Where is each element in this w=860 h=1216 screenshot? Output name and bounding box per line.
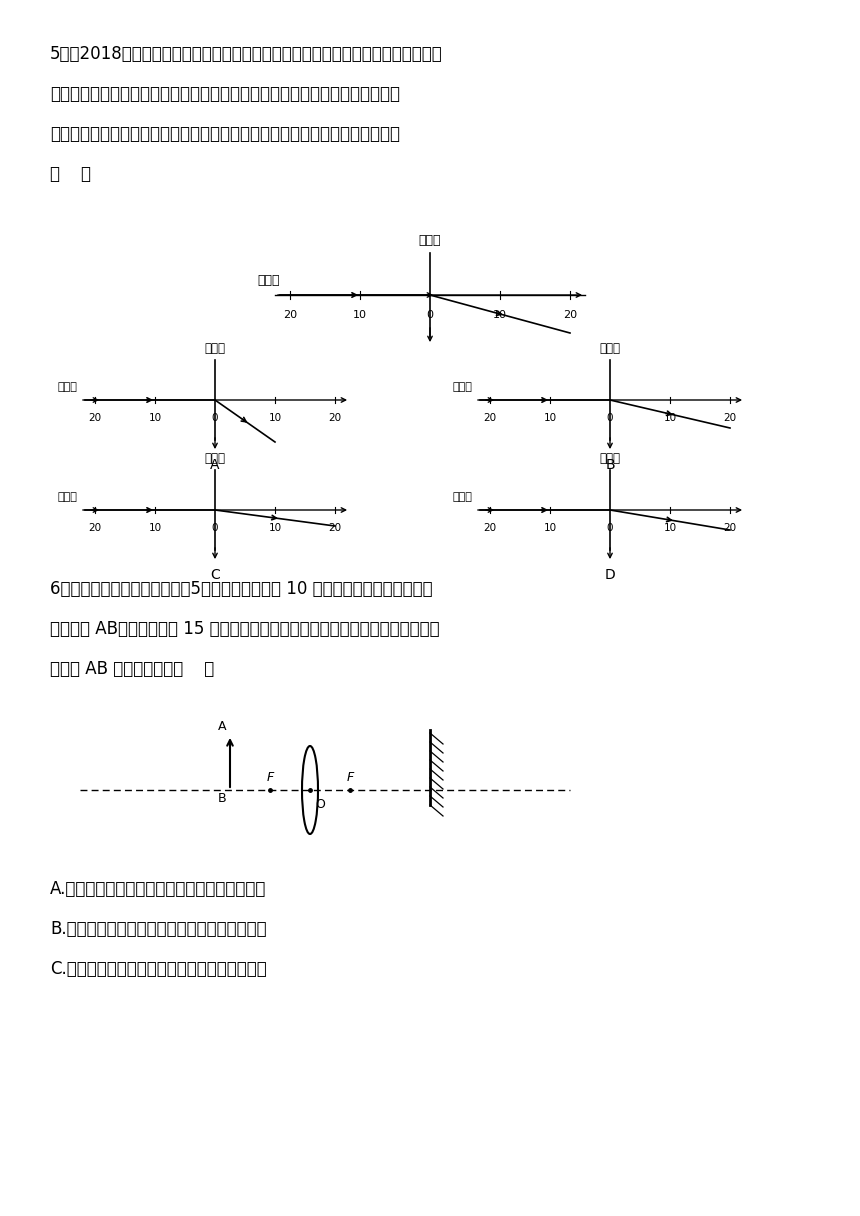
Text: 10: 10 (149, 413, 162, 423)
Text: 则物体 AB 的成像情况是（    ）: 则物体 AB 的成像情况是（ ） (50, 660, 214, 679)
Text: 10: 10 (663, 413, 677, 423)
Text: 主光轴: 主光轴 (452, 382, 472, 392)
Text: 直的物体 AB，在透镜右侧 15 厘米处放一个平面镜，镜面与凸透镜的主光轴垂直，: 直的物体 AB，在透镜右侧 15 厘米处放一个平面镜，镜面与凸透镜的主光轴垂直， (50, 620, 439, 638)
Text: 成正立放大的像，通过乙透镜成倒立缩小的像。图是平行于主光轴的光线通过甲: 成正立放大的像，通过乙透镜成倒立缩小的像。图是平行于主光轴的光线通过甲 (50, 85, 400, 103)
Text: 甲透镜: 甲透镜 (419, 233, 441, 247)
Text: 10: 10 (149, 523, 162, 533)
Text: 10: 10 (663, 523, 677, 533)
Text: 20: 20 (723, 523, 736, 533)
Text: 20: 20 (329, 413, 341, 423)
Text: F: F (267, 771, 273, 784)
Text: 20: 20 (483, 413, 496, 423)
Text: 主光轴: 主光轴 (57, 492, 77, 502)
Text: B.一个正立实像，一个正立虚像，一个倒立虚像: B.一个正立实像，一个正立虚像，一个倒立虚像 (50, 921, 267, 938)
Text: 10: 10 (268, 413, 281, 423)
Text: 20: 20 (563, 310, 577, 320)
Text: 20: 20 (329, 523, 341, 533)
Text: 10: 10 (544, 413, 556, 423)
Text: O: O (315, 798, 325, 811)
Text: （    ）: （ ） (50, 165, 91, 182)
Text: 0: 0 (427, 310, 433, 320)
Text: 乙透镜: 乙透镜 (599, 342, 621, 355)
Text: 主光轴: 主光轴 (452, 492, 472, 502)
Text: D: D (605, 568, 616, 582)
Text: A.一个正立实像，一个倒立实像，一个正立虚像: A.一个正立实像，一个倒立实像，一个正立虚像 (50, 880, 267, 897)
Text: 10: 10 (268, 523, 281, 533)
Text: 透镜的光路图，选项图中哪幅图可能是平行于主光轴的光线通过乙透镜的光路图: 透镜的光路图，选项图中哪幅图可能是平行于主光轴的光线通过乙透镜的光路图 (50, 125, 400, 143)
Text: 20: 20 (483, 523, 496, 533)
Text: 乙透镜: 乙透镜 (205, 452, 225, 465)
Text: 主光轴: 主光轴 (257, 274, 280, 287)
Text: 0: 0 (212, 413, 218, 423)
Text: 0: 0 (607, 523, 613, 533)
Text: 乙透镜: 乙透镜 (599, 452, 621, 465)
Text: 6．如图所示，凸透镜的焦距为5厘米，在透镜左侧 10 厘米处，有一个与主光轴垂: 6．如图所示，凸透镜的焦距为5厘米，在透镜左侧 10 厘米处，有一个与主光轴垂 (50, 580, 433, 598)
Text: 5．（2018广东广州中考）将物体分别放在甲、乙凸透镜前，物距相同，通过甲透镜: 5．（2018广东广州中考）将物体分别放在甲、乙凸透镜前，物距相同，通过甲透镜 (50, 45, 443, 63)
Text: 乙透镜: 乙透镜 (205, 342, 225, 355)
Text: F: F (347, 771, 353, 784)
Text: 10: 10 (544, 523, 556, 533)
Text: 20: 20 (723, 413, 736, 423)
Text: 20: 20 (283, 310, 297, 320)
Text: A: A (210, 458, 220, 472)
Text: 主光轴: 主光轴 (57, 382, 77, 392)
Text: 10: 10 (353, 310, 367, 320)
Text: C.一个倒立实像，一个正立虚像，一个倒立虚像: C.一个倒立实像，一个正立虚像，一个倒立虚像 (50, 959, 267, 978)
Text: 20: 20 (89, 413, 101, 423)
Text: 10: 10 (493, 310, 507, 320)
Text: A: A (218, 720, 226, 733)
Text: 0: 0 (212, 523, 218, 533)
Text: B: B (218, 792, 226, 805)
Text: C: C (210, 568, 220, 582)
Text: 20: 20 (89, 523, 101, 533)
Text: 0: 0 (607, 413, 613, 423)
Text: B: B (605, 458, 615, 472)
